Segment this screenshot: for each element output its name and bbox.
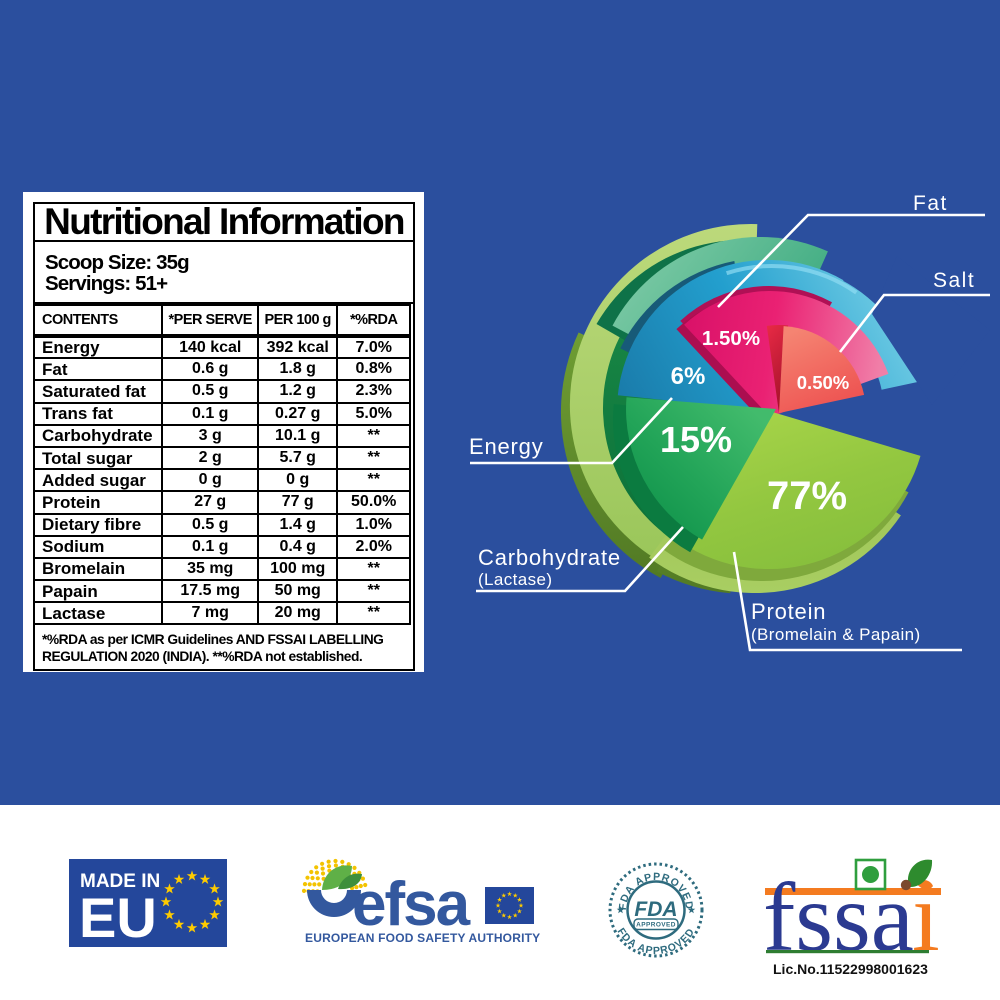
- svg-text:EUROPEAN FOOD SAFETY AUTHORITY: EUROPEAN FOOD SAFETY AUTHORITY: [305, 931, 540, 945]
- svg-text:77%: 77%: [767, 474, 847, 518]
- svg-text:Fat: Fat: [913, 192, 948, 215]
- svg-text:0.50%: 0.50%: [797, 372, 849, 393]
- svg-text:Lic.No.11522998001623: Lic.No.11522998001623: [773, 961, 928, 977]
- svg-text:1.50%: 1.50%: [702, 327, 760, 350]
- svg-text:15%: 15%: [660, 419, 732, 460]
- svg-text:EU: EU: [79, 886, 157, 949]
- svg-text:Carbohydrate: Carbohydrate: [478, 545, 621, 570]
- svg-text:efsa: efsa: [352, 870, 471, 939]
- svg-text:(Lactase): (Lactase): [478, 570, 552, 589]
- svg-text:Salt: Salt: [933, 269, 975, 292]
- svg-text:MADE IN: MADE IN: [80, 871, 160, 892]
- svg-text:Energy: Energy: [469, 434, 544, 459]
- svg-text:(Bromelain & Papain): (Bromelain & Papain): [751, 625, 921, 644]
- svg-text:6%: 6%: [671, 363, 706, 390]
- svg-text:Protein: Protein: [751, 599, 826, 624]
- svg-text:APPROVED: APPROVED: [636, 922, 676, 929]
- svg-text:FDA: FDA: [634, 898, 677, 921]
- svg-text:fssa: fssa: [763, 864, 914, 971]
